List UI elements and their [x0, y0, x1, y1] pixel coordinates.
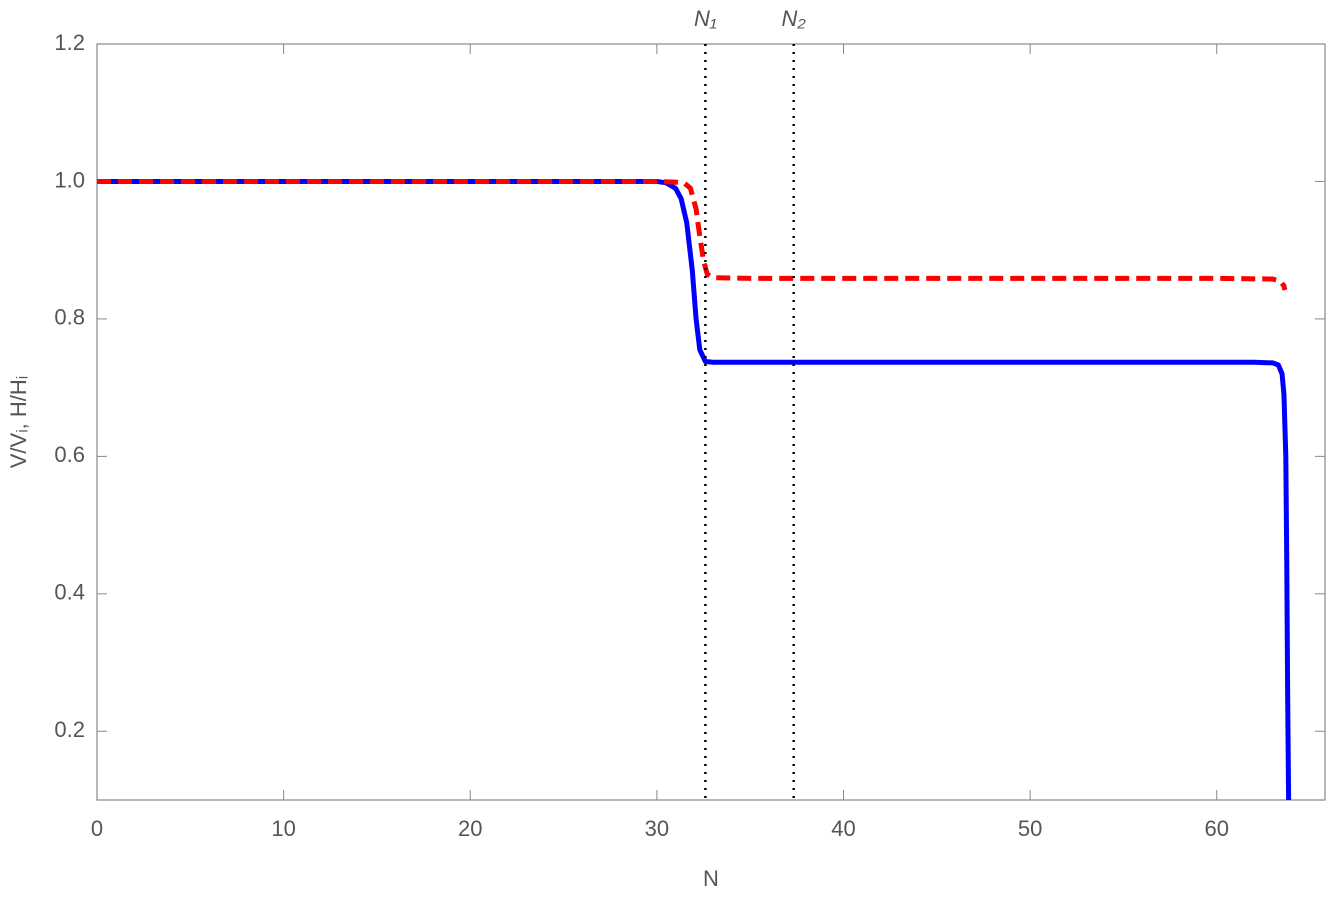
y-tick-label: 0.6 — [54, 442, 85, 467]
y-axis-label: V/Vᵢ, H/Hᵢ — [6, 376, 31, 469]
y-tick-label: 0.8 — [54, 305, 85, 330]
series-line — [97, 178, 1292, 801]
x-tick-label: 0 — [91, 816, 103, 841]
y-tick-label: 1.2 — [54, 30, 85, 55]
x-tick-label: 20 — [458, 816, 482, 841]
x-tick-label: 10 — [271, 816, 295, 841]
x-axis-label: N — [703, 866, 719, 891]
x-tick-label: 40 — [831, 816, 855, 841]
y-tick-label: 1.0 — [54, 167, 85, 192]
x-tick-label: 30 — [645, 816, 669, 841]
y-tick-label: 0.4 — [54, 580, 85, 605]
annotation-label: N₁ — [694, 6, 717, 31]
x-tick-label: 50 — [1018, 816, 1042, 841]
plot-frame — [96, 43, 1326, 801]
x-tick-label: 60 — [1205, 816, 1229, 841]
y-tick-label: 0.2 — [54, 717, 85, 742]
annotation-label: N₂ — [782, 6, 807, 31]
